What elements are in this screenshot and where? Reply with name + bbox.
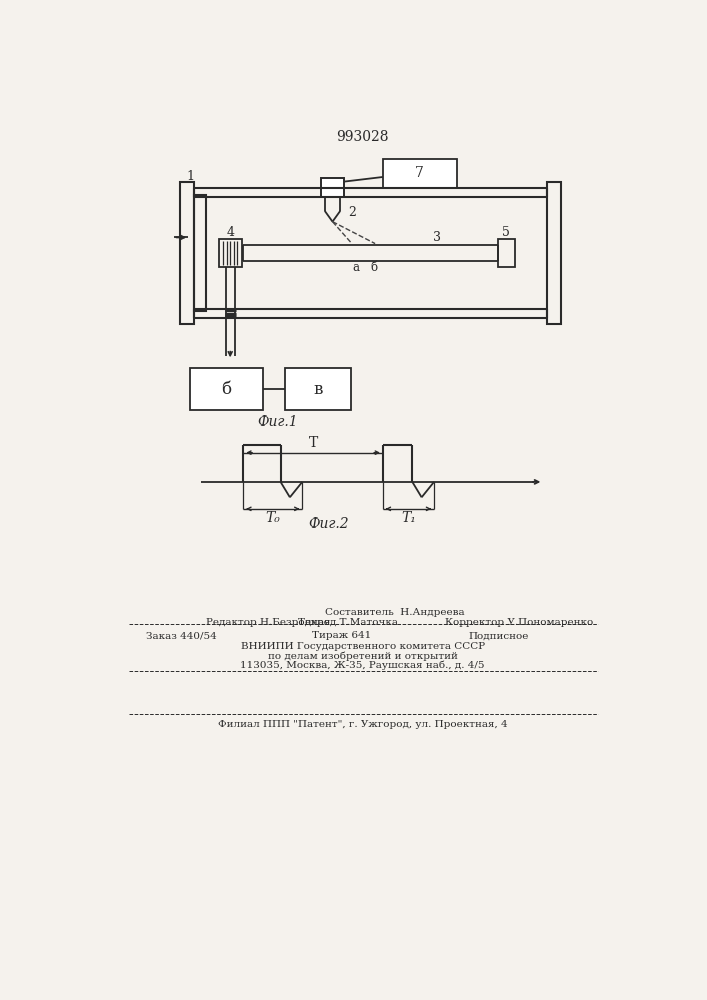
Bar bbox=[498, 239, 515, 267]
Text: 4: 4 bbox=[226, 226, 234, 239]
Bar bbox=[285, 368, 351, 410]
Text: б: б bbox=[370, 261, 377, 274]
Text: 2: 2 bbox=[348, 206, 356, 219]
Text: Подписное: Подписное bbox=[468, 631, 529, 640]
Text: T: T bbox=[308, 436, 317, 450]
Text: Техред Т.Маточка: Техред Т.Маточка bbox=[298, 618, 397, 627]
Bar bbox=[383, 158, 457, 188]
Text: в: в bbox=[313, 381, 322, 398]
Text: 5: 5 bbox=[502, 226, 510, 239]
Text: б: б bbox=[221, 381, 231, 398]
Text: Редактор Н.Безродная: Редактор Н.Безродная bbox=[206, 618, 331, 627]
Text: Филиал ППП "Патент", г. Ужгород, ул. Проектная, 4: Филиал ППП "Патент", г. Ужгород, ул. Про… bbox=[218, 720, 508, 729]
Bar bbox=[547, 182, 561, 324]
Text: Корректор У.Пономаренко: Корректор У.Пономаренко bbox=[445, 618, 593, 627]
Text: T₁: T₁ bbox=[401, 511, 416, 525]
Bar bbox=[180, 182, 194, 324]
Text: 993028: 993028 bbox=[337, 130, 389, 144]
Text: Заказ 440/54: Заказ 440/54 bbox=[146, 631, 217, 640]
Text: ВНИИПИ Государственного комитета СССР: ВНИИПИ Государственного комитета СССР bbox=[240, 642, 485, 651]
Text: 3: 3 bbox=[433, 231, 441, 244]
Bar bbox=[194, 195, 206, 311]
Text: 7: 7 bbox=[415, 166, 424, 180]
Text: Фиг.1: Фиг.1 bbox=[257, 415, 298, 429]
Text: Фиг.2: Фиг.2 bbox=[308, 517, 349, 531]
Text: 1: 1 bbox=[187, 170, 194, 183]
Text: по делам изобретений и открытий: по делам изобретений и открытий bbox=[268, 651, 457, 661]
Text: а: а bbox=[352, 261, 359, 274]
Bar bbox=[218, 239, 242, 267]
Bar bbox=[321, 178, 344, 197]
Text: Тираж 641: Тираж 641 bbox=[312, 631, 371, 640]
Text: 113035, Москва, Ж-35, Раушская наб., д. 4/5: 113035, Москва, Ж-35, Раушская наб., д. … bbox=[240, 660, 485, 670]
Text: Составитель  Н.Андреева: Составитель Н.Андреева bbox=[325, 608, 464, 617]
Text: T₀: T₀ bbox=[265, 511, 280, 525]
Bar bbox=[189, 368, 263, 410]
